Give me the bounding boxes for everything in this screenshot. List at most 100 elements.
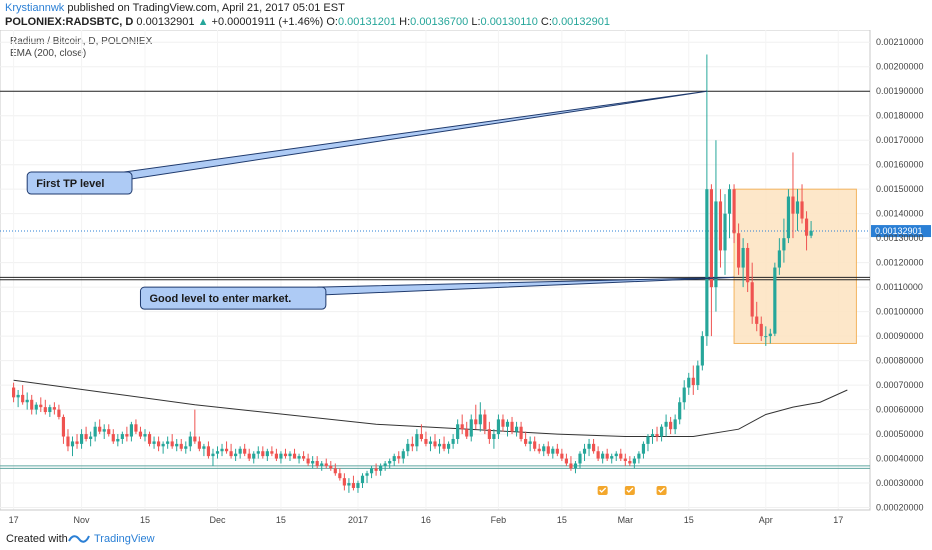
x-tick-label: 2017 <box>348 515 368 525</box>
footer: Created with TradingView <box>0 527 932 550</box>
candle-body <box>451 438 455 444</box>
candle-body <box>610 456 614 459</box>
candle-body <box>70 441 75 447</box>
candle-body <box>737 233 741 268</box>
y-tick-label: 0.00110000 <box>876 282 923 292</box>
current-price-tag <box>871 225 931 238</box>
candle-body <box>456 424 460 439</box>
callouts: First TP level Good level to enter market… <box>26 90 735 310</box>
candle-body <box>184 446 188 449</box>
close-label: C: <box>540 16 552 28</box>
candle-body <box>723 213 727 251</box>
candle-body <box>700 336 704 366</box>
x-tick-label: 15 <box>557 515 567 525</box>
candle-body <box>166 441 170 444</box>
candle-body <box>791 196 795 214</box>
candle-body <box>79 434 84 444</box>
candle-body <box>496 419 501 435</box>
ohlc-line: POLONIEX:RADSBTC, D 0.00132901 ▲ +0.0000… <box>5 16 610 28</box>
candle-body <box>320 463 324 466</box>
candle-body <box>682 387 686 403</box>
candle-body <box>637 453 641 459</box>
candle-body <box>777 250 781 268</box>
candle-body <box>116 438 120 442</box>
y-tick-label: 0.00020000 <box>876 503 924 513</box>
candle-body <box>623 458 627 462</box>
y-axis[interactable]: 0.00210000 0.00200000 0.00190000 0.00180000… <box>876 37 924 512</box>
candle-body <box>292 453 297 459</box>
candle-body <box>401 451 405 459</box>
candle-body <box>718 201 723 251</box>
range-zone <box>733 188 857 344</box>
close-value: 0.00132901 <box>551 16 611 28</box>
candle-body <box>356 483 360 488</box>
event-check-icon <box>658 487 666 493</box>
candle-body <box>30 399 34 410</box>
candle-body <box>614 453 618 457</box>
high-label: H: <box>399 16 411 28</box>
candle-body <box>555 448 559 454</box>
x-tick-label: Apr <box>759 515 773 525</box>
candle-body <box>302 456 306 459</box>
candle-body <box>415 434 419 447</box>
x-tick-label: 16 <box>421 515 431 525</box>
candle-body <box>129 424 133 437</box>
x-tick-label: 15 <box>140 515 150 525</box>
author-link[interactable]: Krystiannwk <box>5 2 65 14</box>
candle-body <box>569 463 573 469</box>
tradingview-link[interactable]: TradingView <box>94 533 155 545</box>
candle-body <box>406 443 410 452</box>
candle-body <box>333 468 337 474</box>
event-markers <box>597 486 667 495</box>
created-with-text: Created with <box>6 533 68 545</box>
x-axis[interactable]: 17 Nov 15 Dec 15 2017 16 Feb 15 Mar 15 Apr 17 <box>0 509 870 525</box>
publish-text: published on TradingView.com, April 21, … <box>67 2 345 14</box>
candle-body <box>25 399 29 403</box>
candle-body <box>107 429 111 435</box>
candle-body <box>329 465 333 469</box>
x-tick-label: Nov <box>74 515 91 525</box>
candle-body <box>659 426 664 437</box>
candle-body <box>170 441 174 447</box>
candle-body <box>800 201 804 219</box>
candle-body <box>288 453 292 457</box>
candle-body <box>773 267 777 334</box>
candle-body <box>641 443 646 454</box>
candle-body <box>188 436 192 447</box>
y-tick-label: 0.00210000 <box>876 37 924 47</box>
candle-body <box>687 377 691 388</box>
y-tick-label: 0.00200000 <box>876 62 924 72</box>
candle-body <box>524 438 528 444</box>
candle-body <box>34 404 38 410</box>
candle-body <box>764 336 768 338</box>
callout-text: Good level to enter market. <box>149 293 291 305</box>
candle-body <box>533 441 537 449</box>
candle-body <box>324 463 328 466</box>
indicator-label: EMA (200, close) <box>10 48 86 59</box>
candle-body <box>157 441 161 447</box>
chart-header: Krystiannwk published on TradingView.com… <box>0 0 932 30</box>
candle-body <box>678 402 682 420</box>
candle-body <box>669 421 673 430</box>
candle-body <box>542 446 546 452</box>
candle-body <box>487 429 491 439</box>
price-chart[interactable]: Radium / Bitcoin, D, POLONIEX EMA (200, … <box>0 30 932 527</box>
candle-body <box>111 434 115 442</box>
x-tick-label: Mar <box>618 515 634 525</box>
candle-body <box>492 434 496 439</box>
candle-body <box>265 451 269 457</box>
candle-body <box>98 426 102 432</box>
open-value: 0.00131201 <box>337 16 397 28</box>
candle-body <box>234 453 238 457</box>
x-tick-label: 17 <box>9 515 19 525</box>
y-tick-label: 0.00140000 <box>876 209 924 219</box>
low-label: L: <box>471 16 481 28</box>
zone-rect <box>733 188 857 344</box>
candles <box>12 54 813 493</box>
y-tick-label: 0.00170000 <box>876 135 924 145</box>
candle-body <box>397 456 401 459</box>
candle-body <box>510 421 514 432</box>
candle-body <box>601 453 605 459</box>
candle-body <box>134 424 138 432</box>
event-check-icon <box>626 487 634 493</box>
